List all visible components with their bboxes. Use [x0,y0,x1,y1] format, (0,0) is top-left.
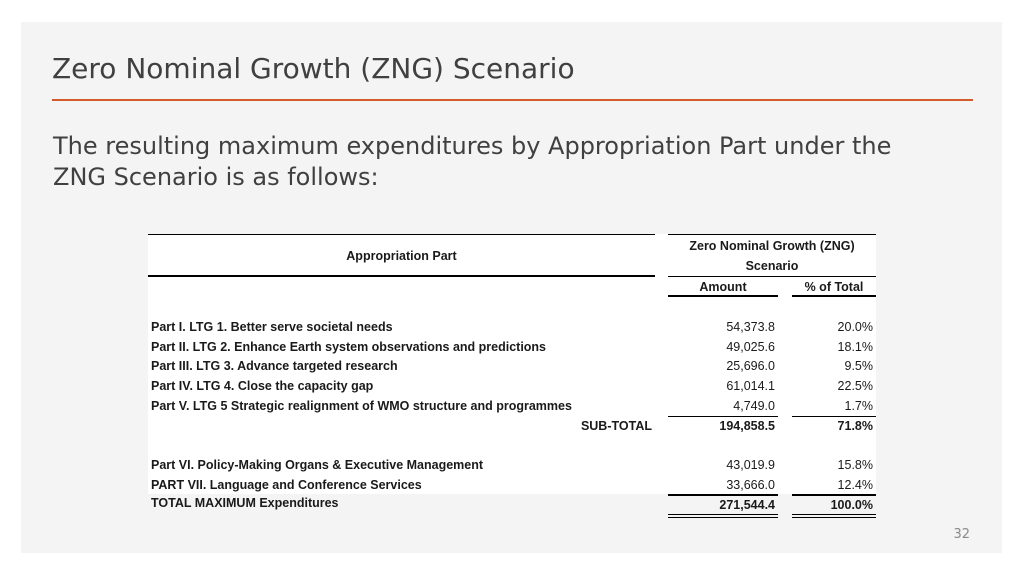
header-bottom-rule [148,275,655,277]
total-pct-top-rule [792,494,876,496]
subtotal-amount-rule [668,416,778,417]
row-label: Part VI. Policy-Making Organs & Executiv… [151,458,484,472]
row-label: Part II. LTG 2. Enhance Earth system obs… [151,340,547,354]
total-amount-top-rule [668,494,778,496]
page-number: 32 [953,527,970,542]
total-amount: 271,544.4 [719,498,775,512]
header-zng-group: Zero Nominal Growth (ZNG) [689,239,855,253]
row-amount: 54,373.8 [726,320,775,334]
title-underline [52,99,973,101]
row-label: Part IV. LTG 4. Close the capacity gap [151,379,374,393]
row-amount: 43,019.9 [726,458,775,472]
row-pct: 22.5% [837,379,873,393]
header-top-rule [148,234,655,235]
row-label: Part III. LTG 3. Advance targeted resear… [151,359,398,373]
total-amount-double-rule [668,514,778,518]
slide: Zero Nominal Growth (ZNG) Scenario The r… [21,22,1002,553]
header-pct-rule [792,295,876,297]
slide-subtitle: The resulting maximum expenditures by Ap… [53,132,892,191]
subtotal-pct-rule [792,416,876,417]
subtotal-pct: 71.8% [837,419,873,433]
row-amount: 25,696.0 [726,359,775,373]
row-pct: 12.4% [837,478,873,492]
subtotal-amount: 194,858.5 [719,419,775,433]
header-appropriation-part: Appropriation Part [346,249,457,263]
header-amount-rule [668,295,778,297]
row-label: Part I. LTG 1. Better serve societal nee… [151,320,393,334]
expenditure-table: Appropriation Part Zero Nominal Growth (… [148,234,876,518]
header-amount: Amount [699,280,747,294]
slide-title: Zero Nominal Growth (ZNG) Scenario [52,52,575,85]
row-amount: 61,014.1 [726,379,775,393]
total-label: TOTAL MAXIMUM Expenditures [151,496,339,510]
header-group-mid-rule [668,276,876,277]
row-pct: 18.1% [837,340,873,354]
row-pct: 1.7% [844,399,874,413]
row-pct: 9.5% [844,359,874,373]
row-pct: 15.8% [837,458,873,472]
row-label: Part V. LTG 5 Strategic realignment of W… [151,399,572,413]
header-zng-group-line2: Scenario [745,259,799,273]
row-amount: 4,749.0 [733,399,775,413]
header-group-top-rule [668,234,876,235]
row-pct: 20.0% [837,320,873,334]
header-pct-total: % of Total [804,280,864,294]
row-amount: 33,666.0 [726,478,775,492]
subtotal-label: SUB-TOTAL [580,419,652,433]
row-amount: 49,025.6 [726,340,775,354]
total-pct: 100.0% [830,498,873,512]
row-label: PART VII. Language and Conference Servic… [151,478,422,492]
total-pct-double-rule [792,514,876,518]
